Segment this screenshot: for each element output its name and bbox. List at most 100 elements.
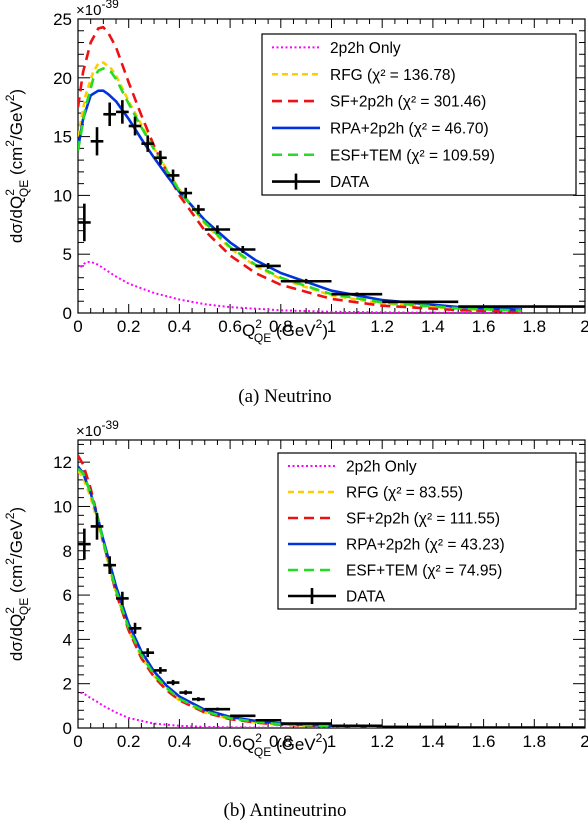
y-tick-label: 8 xyxy=(63,542,72,561)
x-label-main: Q xyxy=(242,321,255,340)
x-tick-label: 0.8 xyxy=(269,317,293,336)
legend: 2p2h Only RFG (χ² = 136.78) SF+2p2h (χ² = … xyxy=(261,33,577,196)
x-tick-label: 0.2 xyxy=(117,732,141,751)
x-label-sub: QE xyxy=(254,331,271,345)
legend-box xyxy=(277,452,577,610)
figure-caption: (b) Antineutrino xyxy=(224,800,347,821)
x-tick-label: 1.4 xyxy=(421,732,445,751)
series-rpa2p2h-line xyxy=(78,89,522,311)
legend-box xyxy=(261,33,577,196)
legend-label: 2p2h Only xyxy=(330,40,401,57)
legend-entry-rfg: RFG (χ² = 136.78) xyxy=(272,67,456,84)
x-tick-label: 0 xyxy=(73,317,82,336)
y-multiplier: ×10-39 xyxy=(76,0,119,19)
legend-label: RPA+2p2h (χ² = 46.70) xyxy=(330,120,489,137)
x-label-unit: (GeV xyxy=(271,735,316,754)
x-tick-label: 0.8 xyxy=(269,732,293,751)
legend-entry-sf2p2h: SF+2p2h (χ² = 301.46) xyxy=(272,94,486,111)
y-label-unit: (cm xyxy=(7,565,26,598)
y-label-sub: QE xyxy=(17,180,31,197)
plot-area xyxy=(78,454,585,728)
legend-label: RPA+2p2h (χ² = 43.23) xyxy=(346,537,505,554)
y-tick-label: 6 xyxy=(63,586,72,605)
x-tick-label: 1 xyxy=(327,732,336,751)
y-tick-label: 4 xyxy=(63,630,72,649)
x-tick-label: 2 xyxy=(580,317,588,336)
legend-entry-rpa2p2h: RPA+2p2h (χ² = 43.23) xyxy=(288,537,505,554)
x-label-sub: QE xyxy=(254,745,271,759)
y-label-close: ) xyxy=(7,89,26,95)
legend-entry-2p2h: 2p2h Only xyxy=(272,40,401,57)
y-tick-label: 0 xyxy=(63,304,72,323)
figure-caption: (a) Neutrino xyxy=(238,386,331,407)
x-label-sup: 2 xyxy=(255,317,262,331)
x-label-main: Q xyxy=(242,735,255,754)
legend-entry-rpa2p2h: RPA+2p2h (χ² = 46.70) xyxy=(272,120,489,137)
y-tick-label: 20 xyxy=(53,69,72,88)
series-data xyxy=(78,513,585,728)
y-label-unit-sup: 2 xyxy=(3,558,17,565)
y-axis-label: dσ/dQ2QE (cm2/GeV2) xyxy=(3,89,31,243)
y-label-sup: 2 xyxy=(3,607,17,614)
legend-entry-sf2p2h: SF+2p2h (χ² = 111.55) xyxy=(288,511,500,528)
x-label-close: ) xyxy=(322,321,328,340)
x-tick-label: 1.8 xyxy=(522,317,546,336)
x-tick-label: 1.6 xyxy=(472,317,496,336)
y-axis-label: dσ/dQ2QE (cm2/GeV2) xyxy=(3,507,31,661)
y-label-sup: 2 xyxy=(3,189,17,196)
x-tick-label: 0.4 xyxy=(168,317,192,336)
x-tick-label: 0 xyxy=(73,732,82,751)
x-tick-label: 0.2 xyxy=(117,317,141,336)
legend-label: SF+2p2h (χ² = 301.46) xyxy=(330,94,486,111)
y-label-main: dσ/dQ xyxy=(7,614,26,661)
x-tick-label: 1.6 xyxy=(472,732,496,751)
x-label-close: ) xyxy=(322,735,328,754)
y-multiplier: ×10-39 xyxy=(76,418,119,440)
x-tick-label: 1.2 xyxy=(370,317,394,336)
x-tick-label: 1.4 xyxy=(421,317,445,336)
y-label-unit-sup: 2 xyxy=(3,140,17,147)
x-tick-label: 2 xyxy=(580,732,588,751)
legend-entry-esftem: ESF+TEM (χ² = 109.59) xyxy=(272,147,495,164)
y-tick-label: 10 xyxy=(53,497,72,516)
series-2p2h-line xyxy=(79,260,522,313)
multiplier-exponent: -39 xyxy=(101,418,119,432)
multiplier-base: ×10 xyxy=(76,2,101,19)
series-2p2h-line xyxy=(80,691,383,728)
legend-entry-2p2h: 2p2h Only xyxy=(288,459,417,476)
x-tick-label: 1.8 xyxy=(522,732,546,751)
legend-label: SF+2p2h (χ² = 111.55) xyxy=(346,511,500,528)
y-tick-label: 5 xyxy=(63,245,72,264)
y-tick-label: 12 xyxy=(53,453,72,472)
legend-label: DATA xyxy=(346,589,386,606)
y-tick-label: 10 xyxy=(53,186,72,205)
legend-label: DATA xyxy=(330,174,370,191)
y-label-mid: /GeV xyxy=(7,101,26,140)
legend: 2p2h Only RFG (χ² = 83.55) SF+2p2h (χ² = 1… xyxy=(277,452,577,610)
y-tick-label: 25 xyxy=(53,10,72,29)
legend-entry-data: DATA xyxy=(288,588,386,606)
y-label-unit: (cm xyxy=(7,147,26,180)
series-data xyxy=(78,100,585,308)
multiplier-exponent: -39 xyxy=(101,0,119,11)
y-label-sub: QE xyxy=(17,598,31,615)
chart-panel-2: 0 0.2 0.4 0.6 0.8 1 1.2 1.4 1.6 1.8 2 0 2 4 6 8 10 12×10-… xyxy=(3,418,588,821)
legend-entry-data: DATA xyxy=(272,173,370,191)
x-tick-label: 0.4 xyxy=(168,732,192,751)
legend-label: RFG (χ² = 136.78) xyxy=(330,67,456,84)
y-label-main: dσ/dQ xyxy=(7,196,26,243)
y-label-mid-sup: 2 xyxy=(3,512,17,519)
x-label-unit-sup: 2 xyxy=(316,731,323,745)
x-label-sup: 2 xyxy=(255,731,262,745)
x-label-unit-sup: 2 xyxy=(316,317,323,331)
legend-entry-esftem: ESF+TEM (χ² = 74.95) xyxy=(288,563,502,580)
x-tick-label: 0.6 xyxy=(218,317,242,336)
y-tick-label: 15 xyxy=(53,128,72,147)
legend-label: ESF+TEM (χ² = 74.95) xyxy=(346,563,502,580)
y-tick-label: 0 xyxy=(63,719,72,738)
multiplier-base: ×10 xyxy=(76,423,101,440)
x-label-unit: (GeV xyxy=(271,321,316,340)
x-axis-label: Q2 QE (GeV2) xyxy=(242,317,328,345)
